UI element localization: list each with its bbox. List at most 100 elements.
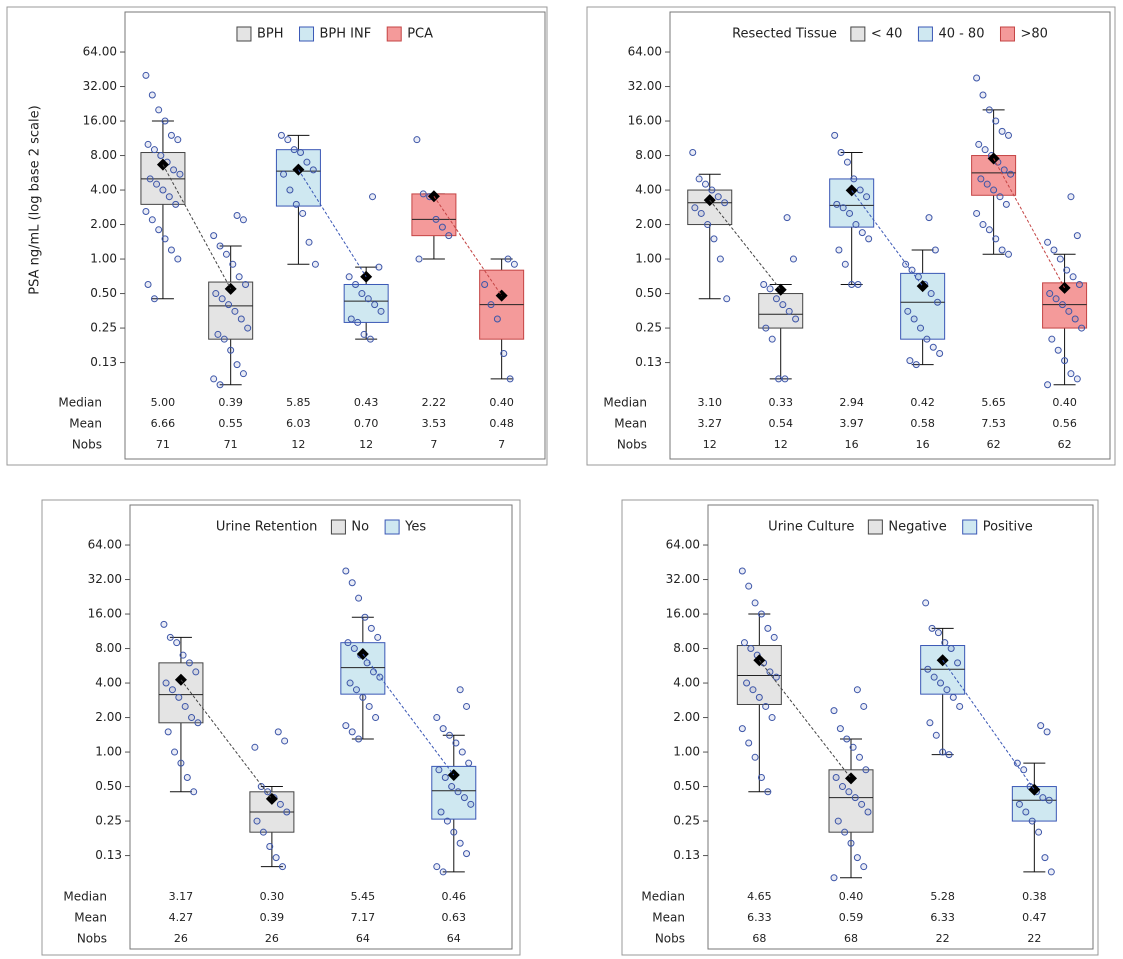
table-mean: 6.03 [286, 417, 311, 430]
data-point [237, 315, 245, 323]
data-point [851, 794, 859, 802]
data-point [721, 199, 729, 207]
data-point [755, 693, 763, 701]
data-point [1004, 250, 1012, 258]
box [758, 293, 804, 329]
legend: BPH BPH INF PCA [236, 26, 433, 42]
table-nobs: 26 [174, 932, 188, 945]
data-point [281, 737, 289, 745]
y-tick-label: 8.00 [90, 148, 117, 162]
data-point [456, 839, 464, 847]
data-point [183, 773, 191, 781]
data-point [923, 335, 931, 343]
data-point [161, 117, 169, 125]
data-point [831, 131, 839, 139]
data-point [257, 783, 265, 791]
data-point [309, 166, 317, 174]
plot-frame [124, 11, 546, 460]
table-nobs: 16 [916, 438, 930, 451]
table-nobs: 12 [359, 438, 373, 451]
data-point [1037, 722, 1045, 730]
data-point [369, 193, 377, 201]
table-mean: 0.48 [489, 417, 514, 430]
data-point [772, 295, 780, 303]
data-point [458, 748, 466, 756]
data-point [1078, 324, 1086, 332]
data-point [210, 375, 218, 383]
data-point [299, 209, 307, 217]
data-point [1015, 800, 1023, 808]
legend-label: BPH INF [320, 27, 372, 42]
table-nobs: 64 [356, 932, 370, 945]
data-point [1061, 357, 1069, 365]
data-point [1007, 170, 1015, 178]
mean-connector [942, 659, 1035, 790]
table-median: 0.33 [768, 396, 793, 409]
data-point [1067, 193, 1075, 201]
data-point [956, 702, 964, 710]
y-tick-label: 16.00 [83, 114, 117, 128]
legend-label: BPH [257, 27, 284, 42]
data-point [259, 828, 267, 836]
mean-connector [851, 190, 924, 287]
y-tick-label: 4.00 [90, 183, 117, 197]
mean-connector [180, 679, 273, 800]
y-tick-label: 0.25 [673, 814, 700, 828]
data-point [214, 330, 222, 338]
data-point [983, 180, 991, 188]
data-point [845, 788, 853, 796]
table-median: 0.43 [354, 396, 379, 409]
data-point [714, 193, 722, 201]
data-point [1039, 794, 1047, 802]
data-point [691, 204, 699, 212]
mean-connector [993, 158, 1066, 289]
data-point [1041, 854, 1049, 862]
data-point [924, 665, 932, 673]
y-tick-label: 1.00 [673, 745, 700, 759]
data-point [347, 315, 355, 323]
legend: Urine Retention No Yes [216, 519, 426, 535]
data-point [286, 186, 294, 194]
y-tick-label: 8.00 [95, 641, 122, 655]
data-point [371, 301, 379, 309]
data-point [235, 273, 243, 281]
data-point [1069, 273, 1077, 281]
table-mean: 0.47 [1022, 911, 1047, 924]
data-point [500, 349, 508, 357]
data-point [768, 335, 776, 343]
data-point [749, 686, 757, 694]
data-point [779, 301, 787, 309]
data-point [762, 324, 770, 332]
data-point [493, 315, 501, 323]
data-point [305, 238, 313, 246]
table-nobs: 62 [1058, 438, 1072, 451]
data-point [350, 645, 358, 653]
data-point [772, 673, 780, 681]
data-point [850, 175, 858, 183]
data-point [342, 567, 350, 575]
data-point [487, 301, 495, 309]
data-point [1073, 375, 1081, 383]
y-tick-label: 64.00 [666, 538, 700, 552]
legend-title: Resected Tissue [732, 27, 837, 42]
data-point [979, 221, 987, 229]
table-nobs: 62 [987, 438, 1001, 451]
data-point [862, 766, 870, 774]
y-tick-label: 0.50 [635, 286, 662, 300]
table-nobs: 22 [1027, 932, 1041, 945]
plot-frame [129, 504, 513, 950]
table-median: 3.10 [697, 396, 722, 409]
data-point [743, 679, 751, 687]
table-mean: 0.59 [839, 911, 864, 924]
y-tick-label: 0.13 [635, 355, 662, 369]
data-point [945, 751, 953, 759]
data-point [160, 620, 168, 628]
data-point [155, 226, 163, 234]
table-median: 0.40 [489, 396, 514, 409]
data-point [303, 158, 311, 166]
data-point [439, 868, 447, 876]
table-mean: 0.70 [354, 417, 379, 430]
data-point [1047, 868, 1055, 876]
data-point [985, 106, 993, 114]
y-tick-label: 1.00 [90, 252, 117, 266]
